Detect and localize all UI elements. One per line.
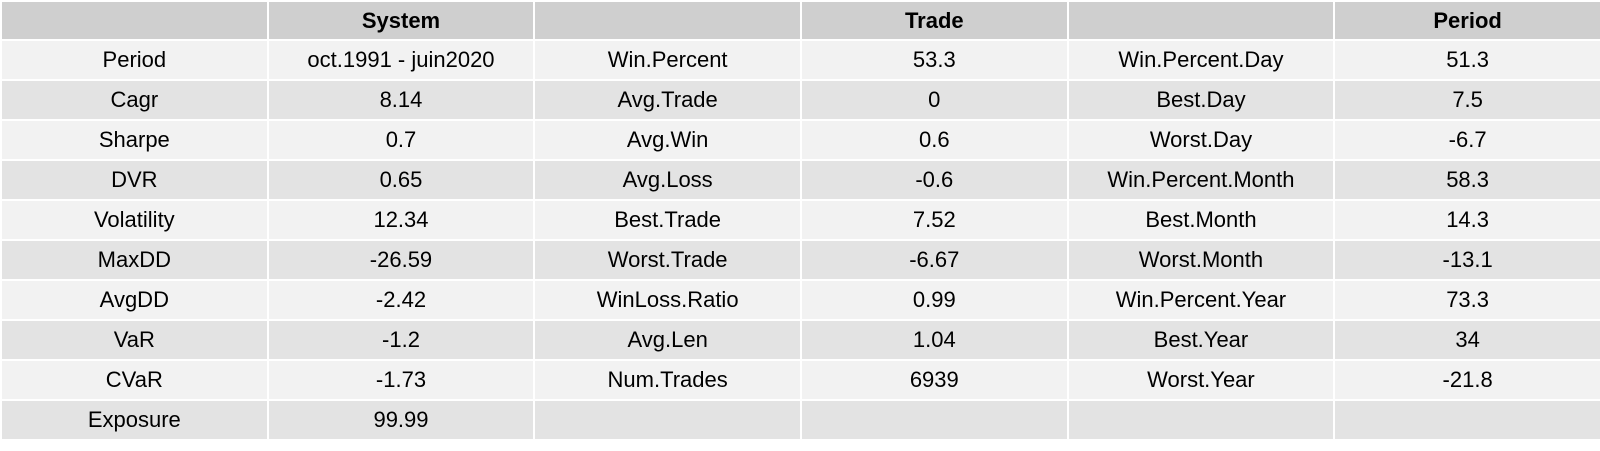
system-metric-value: 0.7 [266,119,536,161]
trade-metric-value: -0.6 [799,159,1069,201]
trade-metric-value: 6939 [799,359,1069,401]
trade-metric-label: Avg.Win [533,119,802,161]
period-metric-value: -13.1 [1333,239,1600,281]
period-metric-label: Worst.Month [1066,239,1336,281]
period-metric-value: 58.3 [1333,159,1600,201]
performance-stats-table: System Trade Period Period oct.1991 - ju… [0,0,1600,441]
trade-metric-value: 1.04 [799,319,1069,361]
trade-metric-label: Worst.Trade [533,239,802,281]
system-metric-value: 0.65 [266,159,536,201]
header-cell-trade: Trade [799,0,1069,41]
period-metric-value: 7.5 [1333,79,1600,121]
table-row: Cagr 8.14 Avg.Trade 0 Best.Day 7.5 [0,79,1600,121]
trade-metric-label [533,399,802,441]
trade-metric-value: 53.3 [799,39,1069,81]
period-metric-label [1066,399,1336,441]
period-metric-label: Win.Percent.Month [1066,159,1336,201]
system-metric-value: -2.42 [266,279,536,321]
table-row: AvgDD -2.42 WinLoss.Ratio 0.99 Win.Perce… [0,279,1600,321]
period-metric-label: Win.Percent.Day [1066,39,1336,81]
table-row: Period oct.1991 - juin2020 Win.Percent 5… [0,39,1600,81]
period-metric-label: Worst.Year [1066,359,1336,401]
period-metric-value: 14.3 [1333,199,1600,241]
system-metric-label: DVR [0,159,269,201]
system-metric-label: MaxDD [0,239,269,281]
system-metric-label: Cagr [0,79,269,121]
system-metric-value: -1.73 [266,359,536,401]
trade-metric-value: 0.99 [799,279,1069,321]
trade-metric-label: Best.Trade [533,199,802,241]
table-row: VaR -1.2 Avg.Len 1.04 Best.Year 34 [0,319,1600,361]
trade-metric-label: Win.Percent [533,39,802,81]
table-row: Sharpe 0.7 Avg.Win 0.6 Worst.Day -6.7 [0,119,1600,161]
table-row: Volatility 12.34 Best.Trade 7.52 Best.Mo… [0,199,1600,241]
system-metric-value: 12.34 [266,199,536,241]
header-cell-blank-3 [1066,0,1336,41]
system-metric-label: CVaR [0,359,269,401]
system-metric-label: VaR [0,319,269,361]
trade-metric-label: WinLoss.Ratio [533,279,802,321]
table-row: Exposure 99.99 [0,399,1600,441]
trade-metric-value: -6.67 [799,239,1069,281]
trade-metric-label: Avg.Trade [533,79,802,121]
system-metric-value: -1.2 [266,319,536,361]
period-metric-label: Best.Month [1066,199,1336,241]
period-metric-value: 34 [1333,319,1600,361]
table-row: MaxDD -26.59 Worst.Trade -6.67 Worst.Mon… [0,239,1600,281]
system-metric-value: 99.99 [266,399,536,441]
trade-metric-label: Avg.Loss [533,159,802,201]
system-metric-label: Sharpe [0,119,269,161]
period-metric-label: Best.Day [1066,79,1336,121]
trade-metric-value: 0.6 [799,119,1069,161]
header-row: System Trade Period [0,0,1600,41]
system-metric-label: Exposure [0,399,269,441]
trade-metric-value: 0 [799,79,1069,121]
table-row: DVR 0.65 Avg.Loss -0.6 Win.Percent.Month… [0,159,1600,201]
period-metric-value: -6.7 [1333,119,1600,161]
system-metric-label: Volatility [0,199,269,241]
system-metric-value: oct.1991 - juin2020 [266,39,536,81]
system-metric-label: AvgDD [0,279,269,321]
header-cell-system: System [266,0,536,41]
period-metric-value: 51.3 [1333,39,1600,81]
header-cell-blank-1 [0,0,269,41]
period-metric-value [1333,399,1600,441]
header-cell-period: Period [1333,0,1600,41]
trade-metric-label: Num.Trades [533,359,802,401]
period-metric-value: 73.3 [1333,279,1600,321]
trade-metric-value [799,399,1069,441]
table-row: CVaR -1.73 Num.Trades 6939 Worst.Year -2… [0,359,1600,401]
system-metric-value: 8.14 [266,79,536,121]
system-metric-value: -26.59 [266,239,536,281]
period-metric-label: Worst.Day [1066,119,1336,161]
trade-metric-value: 7.52 [799,199,1069,241]
header-cell-blank-2 [533,0,802,41]
system-metric-label: Period [0,39,269,81]
period-metric-label: Best.Year [1066,319,1336,361]
trade-metric-label: Avg.Len [533,319,802,361]
period-metric-value: -21.8 [1333,359,1600,401]
period-metric-label: Win.Percent.Year [1066,279,1336,321]
